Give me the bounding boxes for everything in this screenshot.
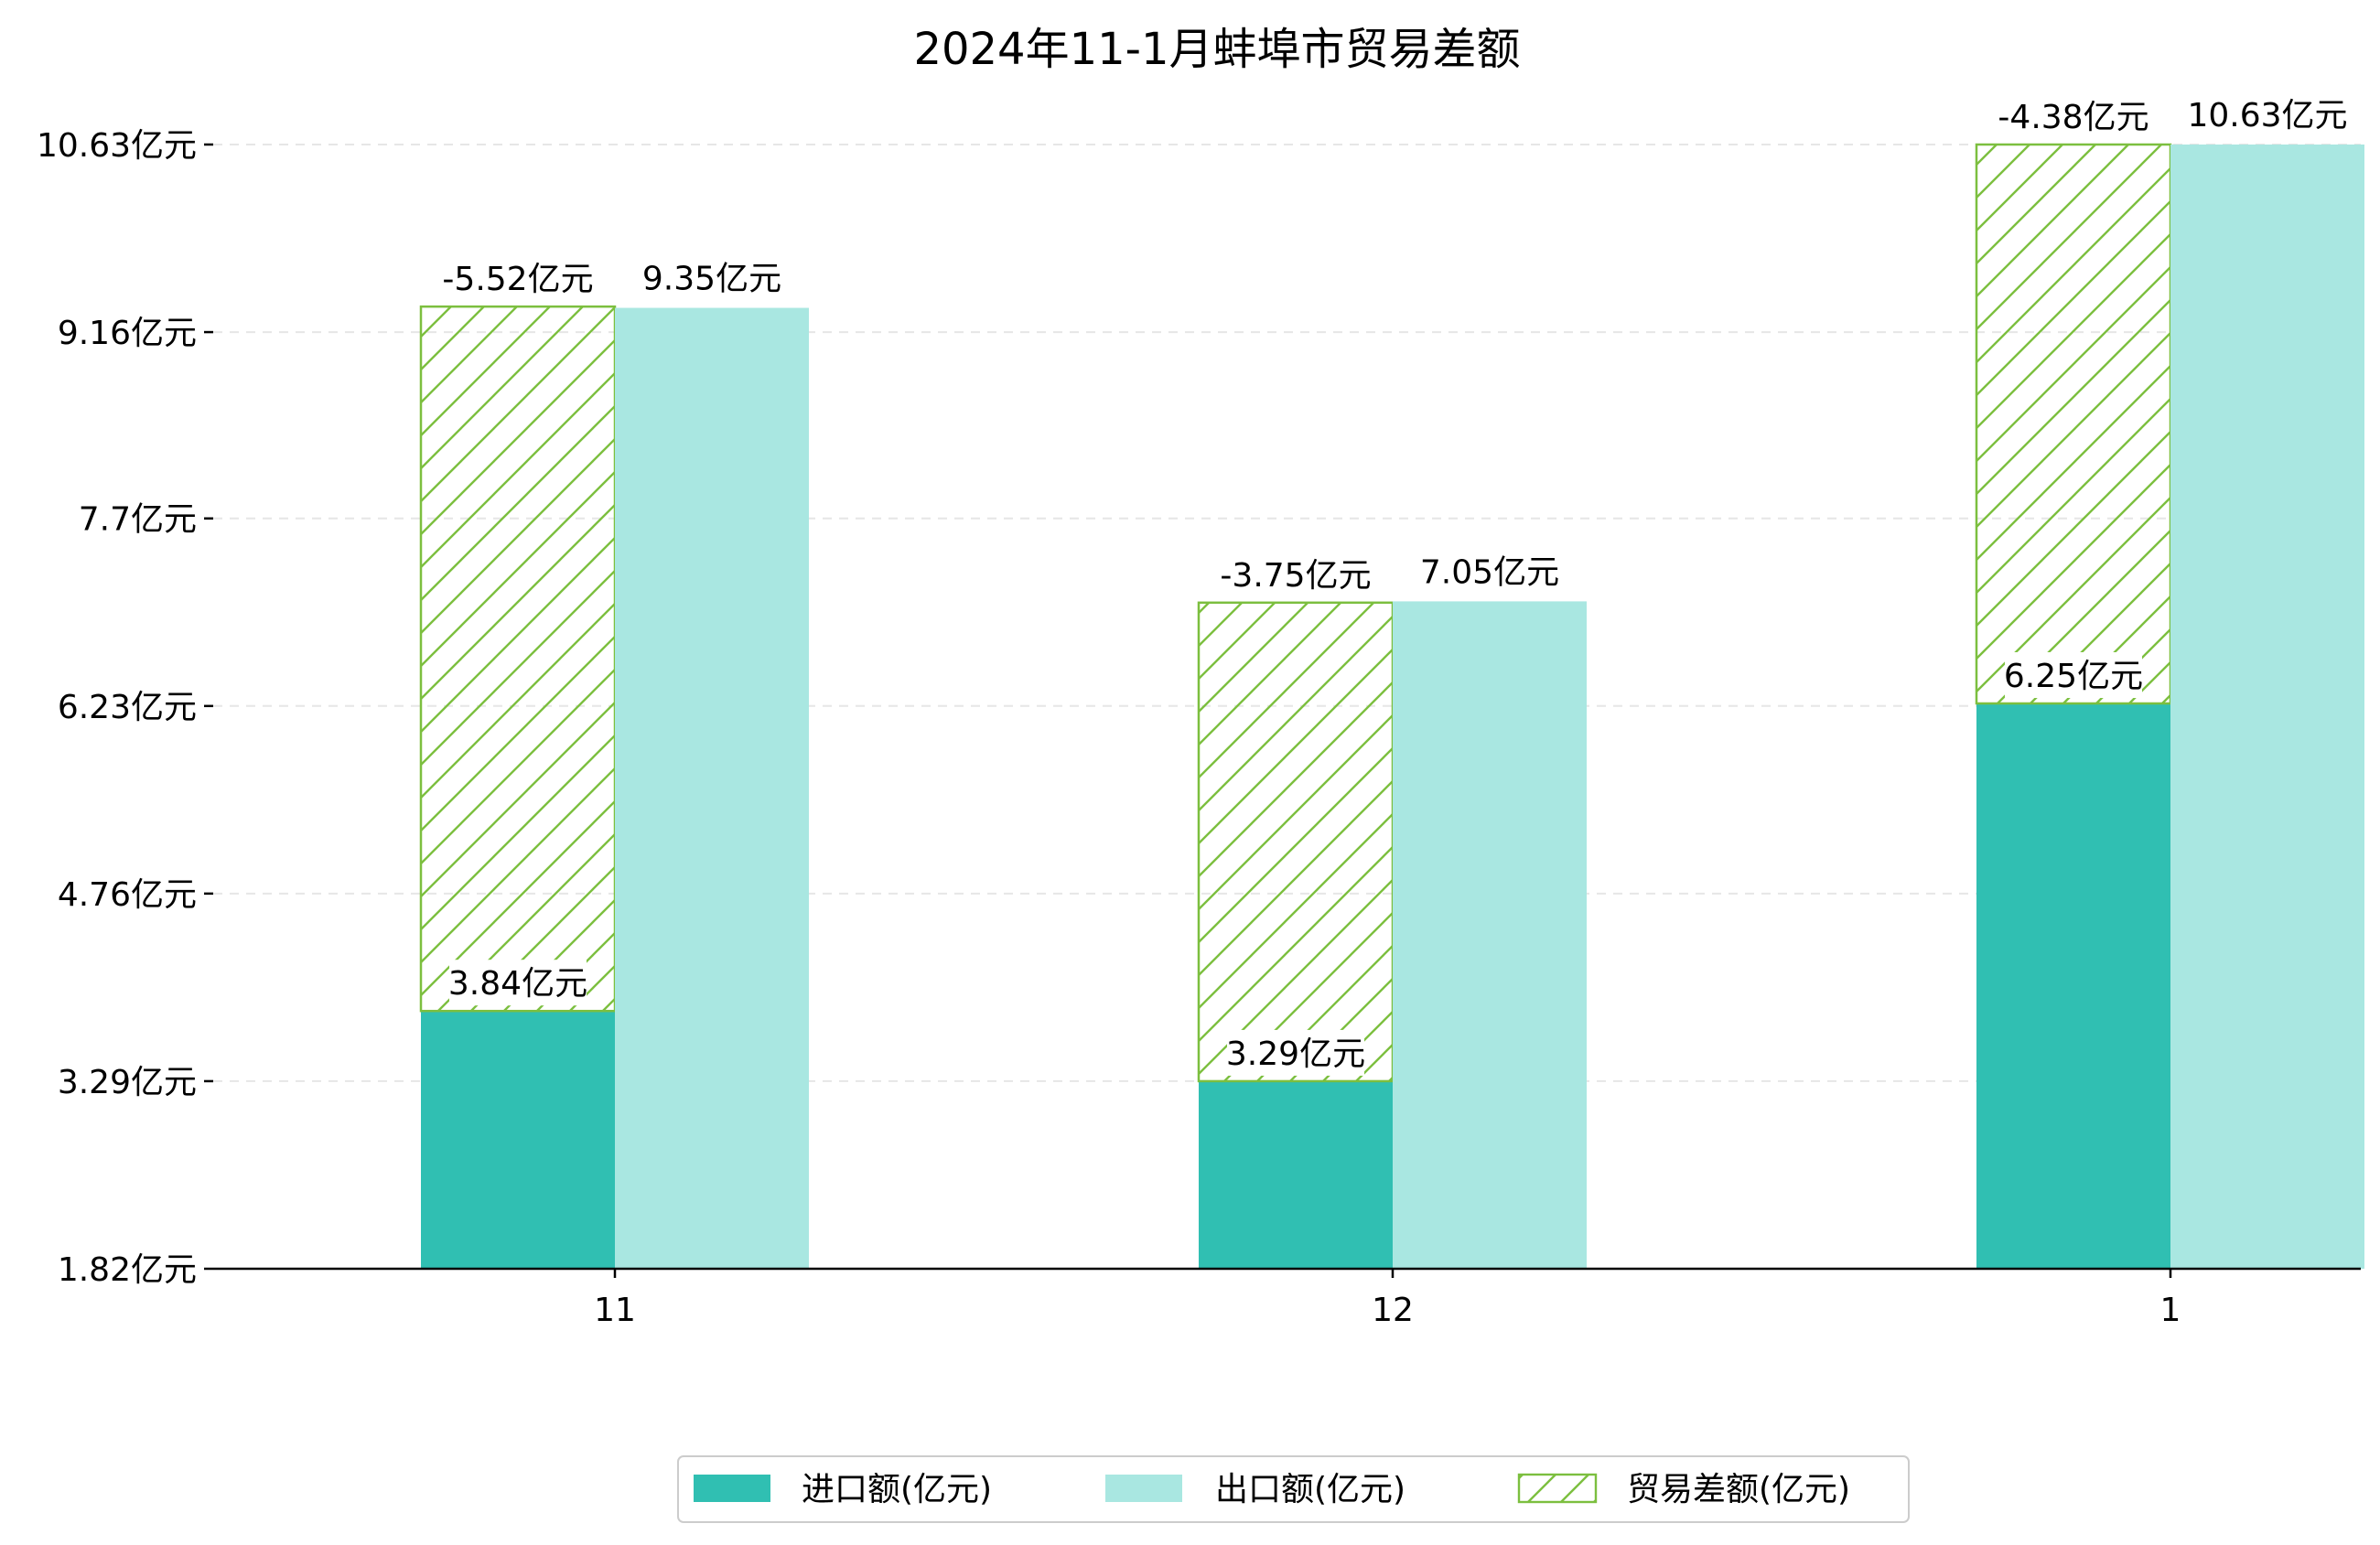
balance-value-label: -3.75亿元 [1217,551,1374,597]
export-value-label-text: 9.35亿元 [642,261,781,298]
balance-value-label: -4.38亿元 [1995,93,2152,139]
legend-swatch-import [694,1475,770,1502]
balance-value-label-text: -5.52亿元 [442,261,593,298]
legend-label-balance: 贸易差额(亿元) [1627,1471,1850,1508]
export-value-label: 7.05亿元 [1420,548,1559,595]
export-bar [615,307,809,1269]
export-value-label-text: 7.05亿元 [1420,553,1559,591]
import-bar [1976,703,2170,1269]
export-bar [1393,601,1587,1269]
legend-label-import: 进口额(亿元) [802,1471,992,1508]
balance-value-label-text: -3.75亿元 [1220,557,1371,595]
export-value-label-bg [2189,91,2346,137]
export-bar [2170,145,2364,1269]
export-value-label-bg [643,254,781,301]
legend-swatch-export [1105,1475,1182,1502]
import-value-label-text: 3.29亿元 [1226,1035,1365,1073]
legend-swatch-balance [1517,1473,1598,1504]
import-value-label: 3.84亿元 [448,960,587,1006]
import-value-label-text: 6.25亿元 [2004,658,2143,695]
legend-label-export: 出口额(亿元) [1215,1471,1405,1508]
import-value-label-bg [449,960,587,1006]
balance-bar [1197,601,1395,1083]
balance-value-label: -5.52亿元 [439,255,597,302]
import-value-label-bg [1227,1029,1364,1076]
import-value-label-bg [2005,652,2142,699]
import-bar [421,1011,615,1269]
balance-value-label-bg [439,255,597,302]
bars [419,143,2364,1269]
balance-value-label-bg [1995,93,2152,139]
y-tick-label: 1.82亿元 [58,1251,197,1289]
y-tick-label: 3.29亿元 [58,1064,197,1101]
chart-title: 2024年11-1月蚌埠市贸易差额 [913,24,1520,75]
balance-value-label-bg [1217,551,1374,597]
x-tick-label: 12 [1372,1292,1414,1329]
y-tick-label: 6.23亿元 [58,689,197,726]
y-tick-label: 7.7亿元 [79,501,197,539]
balance-value-label-text: -4.38亿元 [1998,99,2148,136]
export-value-label: 10.63亿元 [2187,91,2348,137]
export-value-label-bg [1421,548,1558,595]
balance-bar [419,305,617,1013]
balance-bar [1975,143,2172,705]
import-bar [1199,1080,1393,1269]
y-tick-label: 10.63亿元 [37,127,197,165]
import-value-label-text: 3.84亿元 [448,965,587,1003]
x-tick-label: 11 [594,1292,636,1329]
legend: 进口额(亿元) 出口额(亿元) 贸易差额(亿元) [677,1455,1910,1523]
data-labels: 3.84亿元 -5.52亿元 9.35亿元 3.29亿元 -3.75亿元 7.05亿元 6.… [439,91,2348,1076]
y-axis: 1.82亿元 3.29亿元 4.76亿元 6.23亿元 7.7亿元 9.16亿元 10.63… [37,127,213,1289]
export-value-label-text: 10.63亿元 [2187,97,2347,134]
export-value-label: 9.35亿元 [642,254,781,301]
x-axis: 11 12 1 [213,1267,2361,1329]
legend-frame [677,1455,1910,1523]
y-tick-label: 9.16亿元 [58,315,197,352]
import-value-label: 3.29亿元 [1226,1029,1365,1076]
import-value-label: 6.25亿元 [2004,652,2143,699]
y-tick-label: 4.76亿元 [58,876,197,914]
x-tick-label: 1 [2160,1292,2181,1329]
